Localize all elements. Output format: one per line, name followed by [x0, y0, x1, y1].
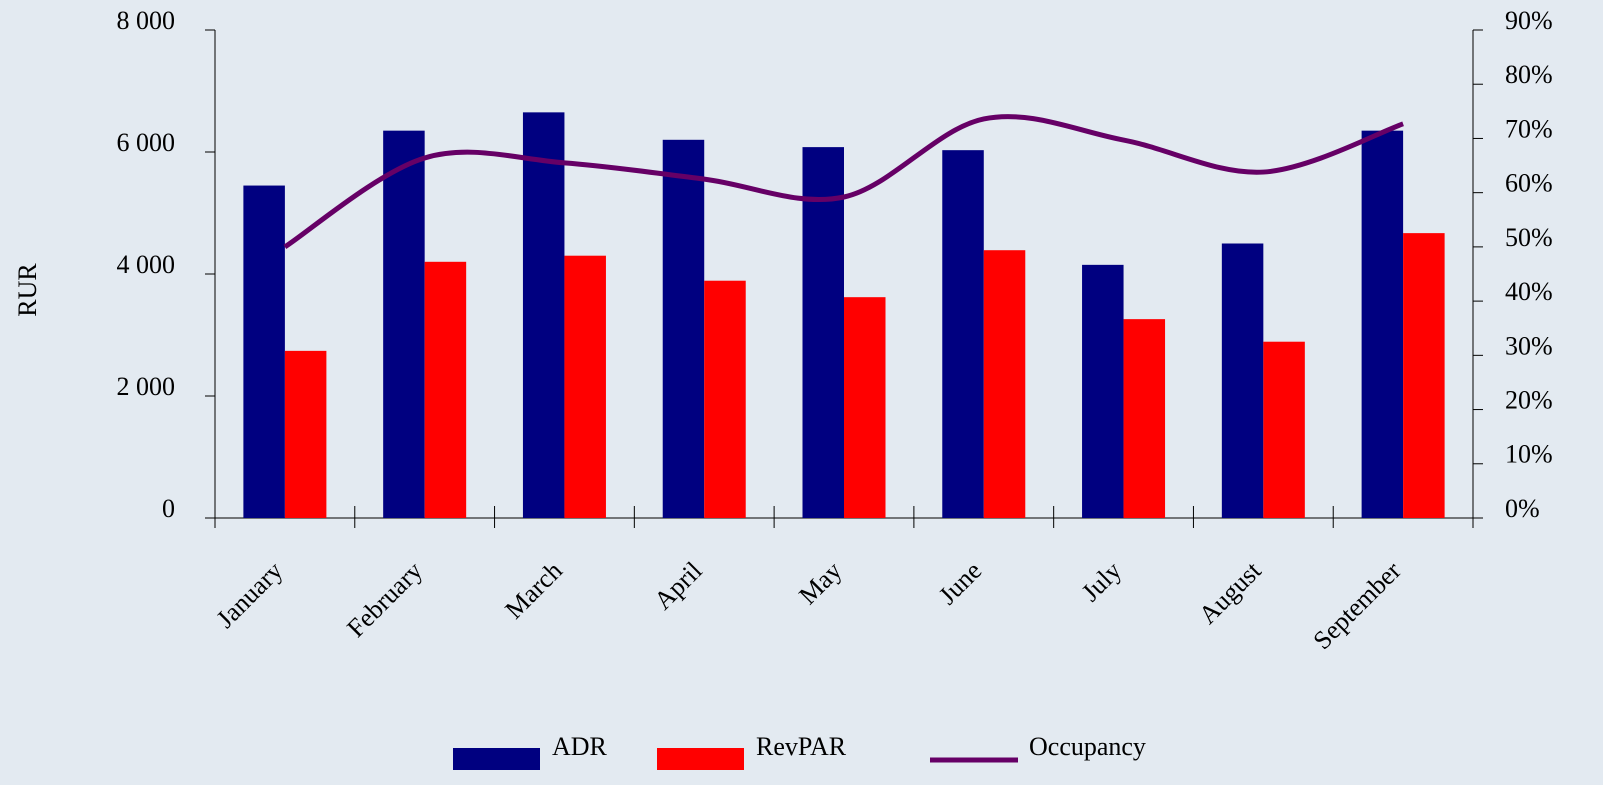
y2-tick-label: 30%: [1505, 331, 1553, 360]
bar: [1403, 233, 1445, 518]
bar: [802, 147, 844, 518]
y2-tick-label: 80%: [1505, 60, 1553, 89]
bar: [1221, 243, 1264, 518]
y2-tick-label: 0%: [1505, 494, 1540, 523]
y-axis-label: RUR: [13, 263, 42, 317]
y2-tick-label: 10%: [1505, 440, 1553, 469]
bar: [1361, 130, 1404, 518]
y2-tick-label: 20%: [1505, 386, 1553, 415]
bar: [942, 150, 984, 519]
bar: [424, 261, 467, 518]
bar: [284, 350, 327, 518]
y2-tick-label: 70%: [1505, 114, 1553, 143]
y-tick-label: 6 000: [117, 128, 176, 157]
bar: [983, 250, 1026, 518]
bar: [564, 255, 606, 518]
bar: [844, 297, 886, 518]
y-tick-label: 2 000: [117, 372, 176, 401]
y2-tick-label: 60%: [1505, 169, 1553, 198]
y2-tick-label: 90%: [1505, 6, 1553, 35]
legend-swatch: [453, 748, 540, 770]
bar: [1082, 264, 1124, 518]
bar: [1263, 341, 1305, 518]
legend-swatch: [657, 748, 744, 770]
legend-label: Occupancy: [1029, 732, 1146, 761]
y-tick-label: 4 000: [117, 250, 176, 279]
bar: [243, 185, 285, 519]
y2-tick-label: 40%: [1505, 277, 1553, 306]
bar: [704, 280, 746, 518]
y2-tick-label: 50%: [1505, 223, 1553, 252]
y-tick-label: 8 000: [117, 6, 176, 35]
bar: [1123, 319, 1166, 518]
bar: [522, 112, 565, 518]
y-tick-label: 0: [162, 494, 175, 523]
legend-label: ADR: [552, 732, 608, 761]
line: [283, 114, 1404, 249]
bar: [383, 130, 425, 518]
bar: [662, 139, 705, 519]
legend-label: RevPAR: [756, 732, 847, 761]
